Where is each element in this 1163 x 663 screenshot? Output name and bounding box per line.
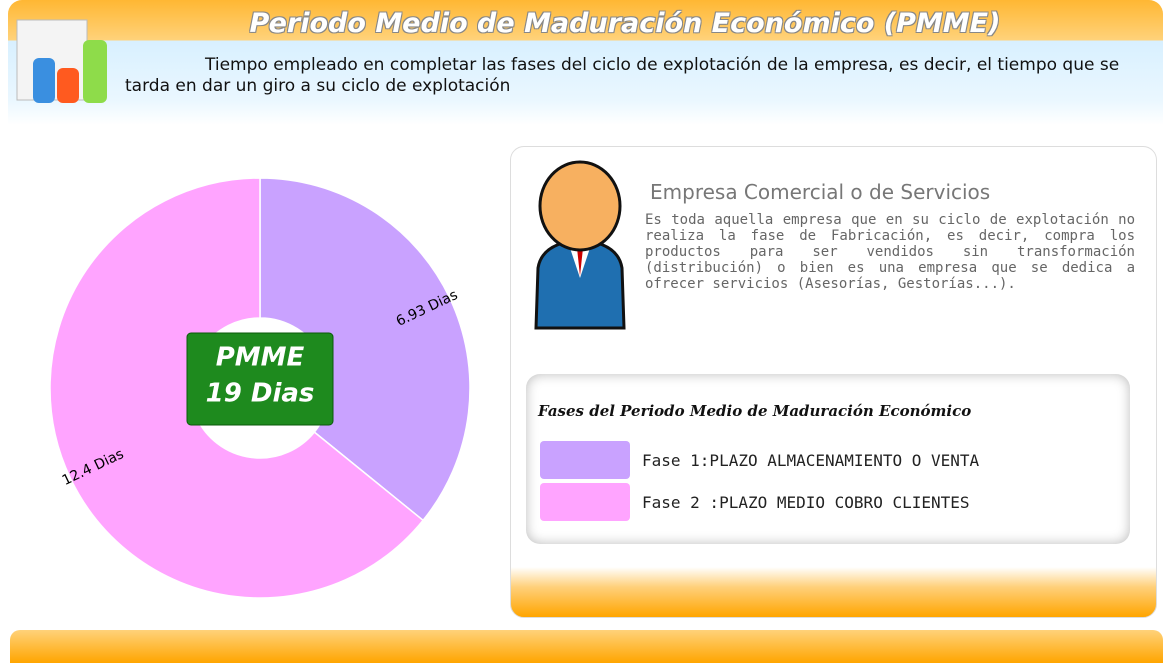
page-title: Periodo Medio de Maduración Económico (P… <box>0 8 1163 39</box>
footer-bar <box>10 630 1163 663</box>
page: Periodo Medio de Maduración Económico (P… <box>0 0 1163 663</box>
info-title: Empresa Comercial o de Servicios <box>650 180 990 204</box>
legend-swatch <box>540 483 630 521</box>
legend-label: Fase 1:PLAZO ALMACENAMIENTO O VENTA <box>642 451 979 470</box>
center-title: PMME <box>216 343 305 373</box>
page-subtitle: Tiempo empleado en completar las fases d… <box>125 55 1160 97</box>
info-text: Es toda aquella empresa que en su ciclo … <box>645 212 1135 292</box>
center-text: 19 Dias <box>206 379 315 409</box>
legend-title: Fases del Periodo Medio de Maduración Ec… <box>538 402 971 420</box>
legend-label: Fase 2 :PLAZO MEDIO COBRO CLIENTES <box>642 493 970 512</box>
person-icon <box>528 158 633 333</box>
legend-swatch <box>540 441 630 479</box>
